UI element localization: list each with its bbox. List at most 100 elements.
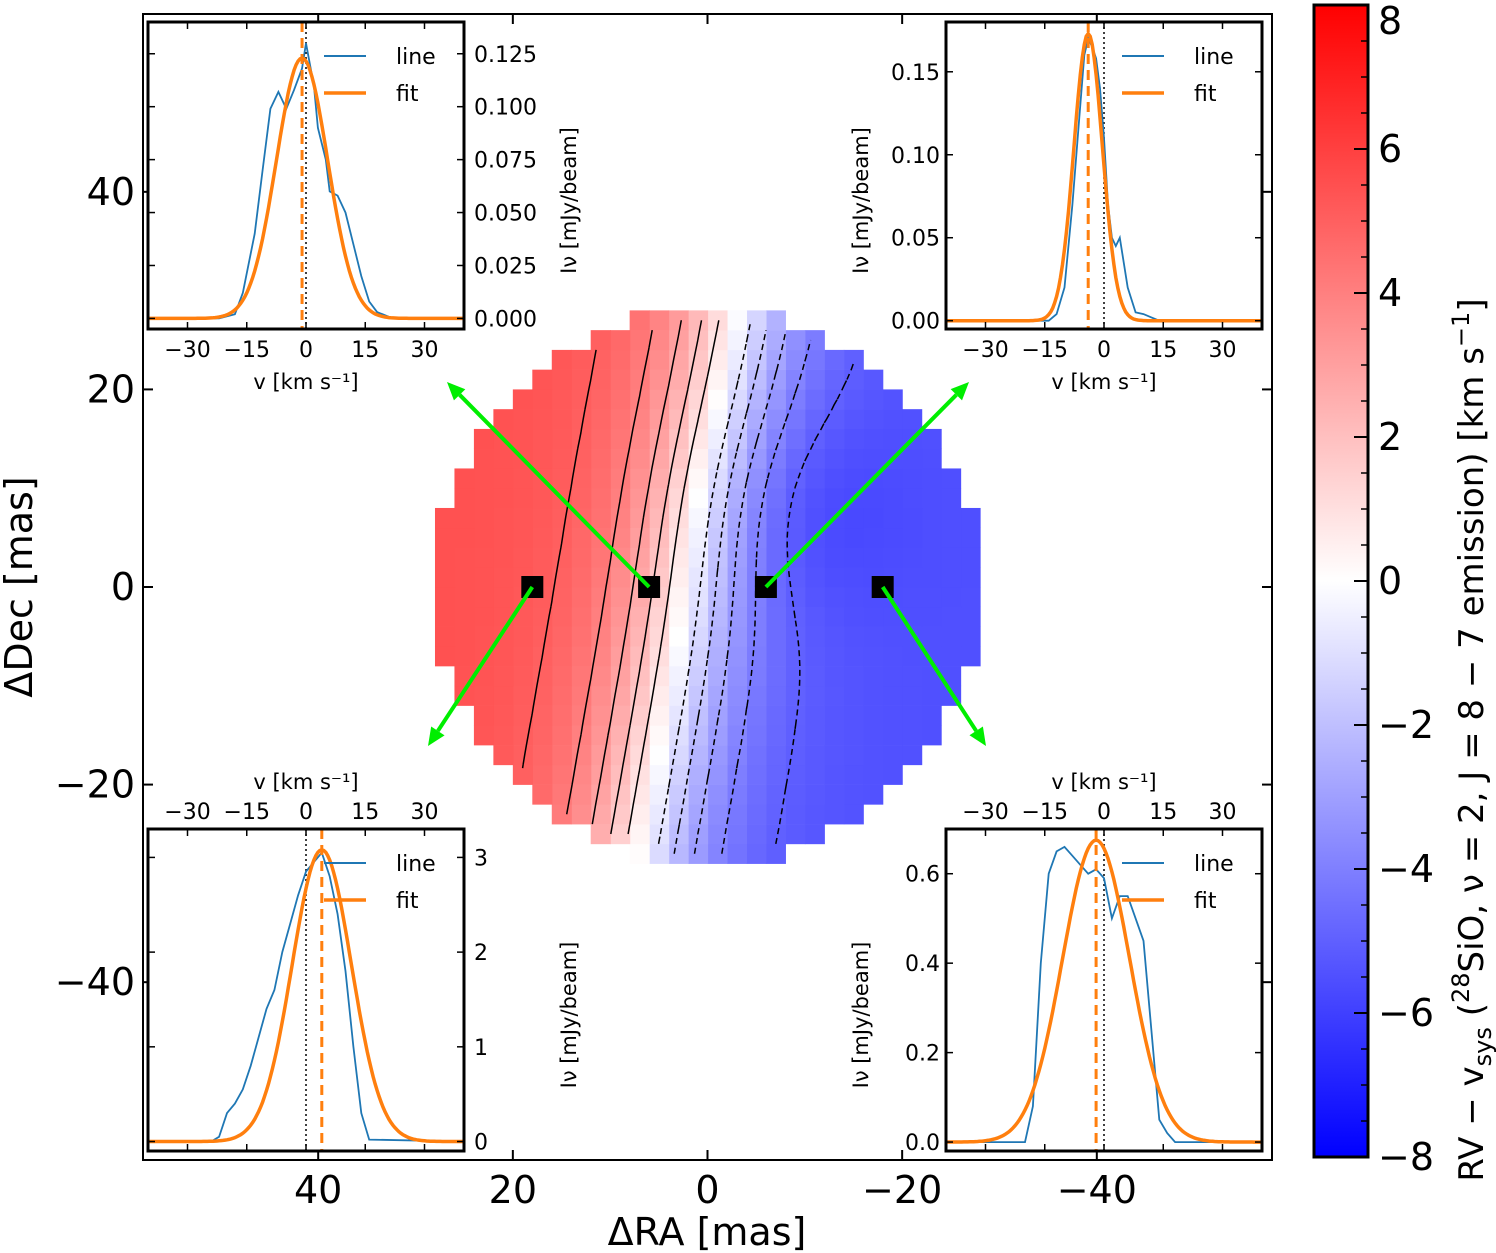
map-pixel bbox=[785, 646, 806, 667]
map-pixel bbox=[707, 764, 728, 785]
map-pixel bbox=[804, 567, 825, 588]
map-pixel bbox=[785, 804, 806, 825]
map-pixel bbox=[629, 685, 650, 706]
main-y-axis-label: ΔDec [mas] bbox=[0, 476, 41, 697]
map-pixel bbox=[629, 843, 650, 864]
map-pixel bbox=[454, 646, 475, 667]
map-pixel bbox=[726, 685, 748, 706]
map-pixel bbox=[804, 725, 825, 746]
map-pixel bbox=[688, 310, 709, 331]
map-pixel bbox=[726, 369, 748, 390]
map-pixel bbox=[610, 448, 631, 469]
map-pixel bbox=[804, 349, 825, 370]
map-pixel bbox=[746, 428, 767, 449]
map-pixel bbox=[746, 468, 767, 489]
map-pixel bbox=[746, 349, 767, 370]
gaussian-fit bbox=[148, 56, 464, 321]
map-pixel bbox=[454, 567, 475, 588]
map-pixel bbox=[843, 784, 864, 805]
map-pixel bbox=[726, 725, 748, 746]
contour-line bbox=[775, 362, 855, 845]
inset-x-axis-label: v [km s⁻¹] bbox=[1051, 370, 1156, 394]
map-pixel bbox=[941, 488, 962, 509]
colorbar-label: RV − vsys (28SiO, ν = 2, J = 8 − 7 emiss… bbox=[1447, 298, 1496, 1181]
contour-line bbox=[610, 320, 703, 835]
inset-y-tick-label: 0.125 bbox=[474, 43, 537, 68]
map-pixel bbox=[493, 409, 514, 430]
colorbar-tick-label: −8 bbox=[1378, 1135, 1434, 1179]
map-pixel bbox=[746, 784, 767, 805]
map-pixel bbox=[688, 488, 709, 509]
inset-y-tick-label: 1 bbox=[474, 1036, 488, 1061]
map-pixel bbox=[863, 666, 884, 687]
map-pixel bbox=[473, 507, 494, 529]
map-pixel bbox=[765, 606, 786, 627]
map-pixel bbox=[551, 705, 572, 726]
map-pixel bbox=[804, 468, 825, 489]
map-pixel bbox=[688, 587, 709, 608]
map-pixel bbox=[902, 507, 923, 529]
map-pixel bbox=[532, 488, 553, 509]
map-pixel bbox=[454, 507, 475, 529]
map-pixel bbox=[434, 626, 456, 647]
map-pixel bbox=[746, 725, 767, 746]
map-pixel bbox=[688, 389, 709, 410]
inset-x-tick-label: 0 bbox=[1097, 338, 1111, 363]
map-pixel bbox=[668, 824, 689, 845]
inset-bottom-right: −30 −15 0 15 30 v [km s⁻¹] 0.0 0.2 0.4 0.6 Iν [mJy… bbox=[849, 770, 1264, 1156]
map-pixel bbox=[726, 764, 748, 785]
colorbar-tick-label: 4 bbox=[1378, 271, 1402, 315]
gaussian-fit bbox=[148, 847, 464, 1144]
map-pixel bbox=[493, 448, 514, 469]
map-pixel bbox=[473, 488, 494, 509]
gaussian-fit bbox=[946, 30, 1262, 323]
map-pixel bbox=[726, 666, 748, 687]
legend-fit-label: fit bbox=[396, 82, 419, 107]
map-pixel bbox=[610, 626, 631, 647]
map-pixel bbox=[843, 764, 864, 785]
map-pixel bbox=[610, 764, 631, 785]
map-pixel bbox=[512, 527, 533, 548]
map-pixel bbox=[785, 745, 806, 766]
contour-line bbox=[627, 320, 720, 835]
map-pixel bbox=[629, 310, 650, 331]
map-pixel bbox=[610, 428, 631, 449]
map-pixel bbox=[843, 626, 864, 647]
colorbar-tick-label: 6 bbox=[1378, 127, 1402, 171]
map-pixel bbox=[512, 646, 533, 667]
legend-fit-label: fit bbox=[1194, 82, 1217, 107]
legend-line-label: line bbox=[1194, 45, 1234, 70]
map-pixel bbox=[824, 587, 845, 608]
map-pixel bbox=[493, 666, 514, 687]
map-pixel bbox=[824, 646, 845, 667]
map-pixel bbox=[785, 567, 806, 588]
map-pixel bbox=[843, 685, 864, 706]
map-pixel bbox=[960, 606, 981, 627]
map-pixel bbox=[571, 705, 592, 726]
map-pixel bbox=[454, 606, 475, 627]
inset-x-tick-label: 30 bbox=[1209, 338, 1237, 363]
map-pixel bbox=[921, 547, 942, 568]
map-pixel bbox=[765, 784, 786, 805]
map-pixel bbox=[824, 784, 845, 805]
map-pixel bbox=[668, 468, 689, 489]
map-pixel bbox=[668, 488, 689, 509]
map-pixel bbox=[610, 784, 631, 805]
map-pixel bbox=[571, 428, 592, 449]
map-pixel bbox=[610, 587, 631, 608]
map-pixel bbox=[902, 448, 923, 469]
map-pixel bbox=[785, 428, 806, 449]
map-pixel bbox=[882, 409, 903, 430]
colorbar bbox=[1312, 3, 1370, 1159]
map-pixel bbox=[882, 468, 903, 489]
map-pixel bbox=[590, 369, 611, 390]
inset-y-tick-label: 0.15 bbox=[891, 61, 940, 86]
map-pixel bbox=[473, 587, 494, 608]
map-pixel bbox=[473, 725, 494, 746]
map-pixel bbox=[707, 646, 728, 667]
map-pixel bbox=[649, 330, 670, 351]
map-pixel bbox=[707, 843, 728, 864]
map-pixel bbox=[765, 547, 786, 568]
map-pixel bbox=[688, 804, 709, 825]
